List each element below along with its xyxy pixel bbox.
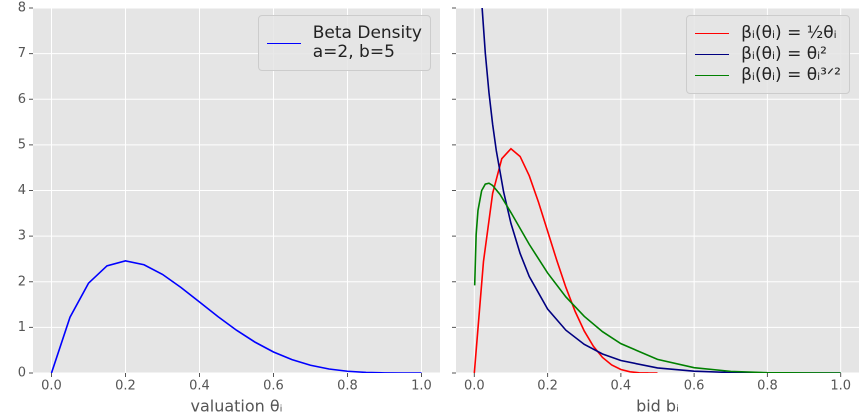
y-tick-label: 6 xyxy=(18,92,26,107)
legend-entry: βᵢ(θᵢ) = ½θᵢ xyxy=(695,24,841,43)
line-series xyxy=(473,147,658,373)
legend-swatch xyxy=(695,75,730,76)
plot-lines xyxy=(473,8,841,373)
x-tick-label: 0.4 xyxy=(611,379,632,394)
x-tick-label: 0.6 xyxy=(263,379,284,394)
legend-label: Beta Density a=2, b=5 xyxy=(312,23,422,62)
y-tick-label: 8 xyxy=(18,1,26,16)
legend-label: βᵢ(θᵢ) = θᵢ³ᐟ² xyxy=(741,65,841,85)
y-tick-label: 0 xyxy=(18,366,26,381)
y-tick-label: 4 xyxy=(18,183,26,198)
x-tick-label: 0.4 xyxy=(189,379,210,394)
line-series xyxy=(50,260,422,373)
x-tick-label: 0.0 xyxy=(464,379,485,394)
x-axis-label: valuation θᵢ xyxy=(190,397,282,416)
x-axis-label: bid bᵢ xyxy=(636,397,679,416)
line-series xyxy=(473,182,841,373)
x-tick-label: 0.6 xyxy=(684,379,705,394)
y-tick-label: 7 xyxy=(18,46,26,61)
x-tick-label: 0.8 xyxy=(337,379,358,394)
legend-swatch xyxy=(695,54,730,55)
y-tick-label: 2 xyxy=(18,274,26,289)
legend: βᵢ(θᵢ) = ½θᵢ βᵢ(θᵢ) = θᵢ² βᵢ(θᵢ) = θᵢ³ᐟ² xyxy=(686,15,850,94)
legend-label: βᵢ(θᵢ) = ½θᵢ xyxy=(741,23,837,43)
x-tick-label: 1.0 xyxy=(830,379,851,394)
legend-entry: βᵢ(θᵢ) = θᵢ² xyxy=(695,45,841,64)
x-tick-label: 1.0 xyxy=(411,379,432,394)
legend-swatch xyxy=(266,42,301,44)
y-tick-label: 3 xyxy=(18,229,26,244)
legend-label: βᵢ(θᵢ) = θᵢ² xyxy=(741,44,827,64)
y-tick-label: 5 xyxy=(18,137,26,152)
y-tick-label: 1 xyxy=(18,320,26,335)
x-tick-label: 0.2 xyxy=(115,379,136,394)
legend: Beta Density a=2, b=5 xyxy=(257,15,431,71)
legend-entry: Beta Density a=2, b=5 xyxy=(266,23,422,62)
x-tick-label: 0.8 xyxy=(757,379,778,394)
plot-lines xyxy=(50,260,422,373)
legend-swatch xyxy=(695,33,730,34)
line-series xyxy=(481,8,841,373)
x-tick-label: 0.0 xyxy=(41,379,62,394)
legend-entry: βᵢ(θᵢ) = θᵢ³ᐟ² xyxy=(695,66,841,85)
x-tick-label: 0.2 xyxy=(537,379,558,394)
